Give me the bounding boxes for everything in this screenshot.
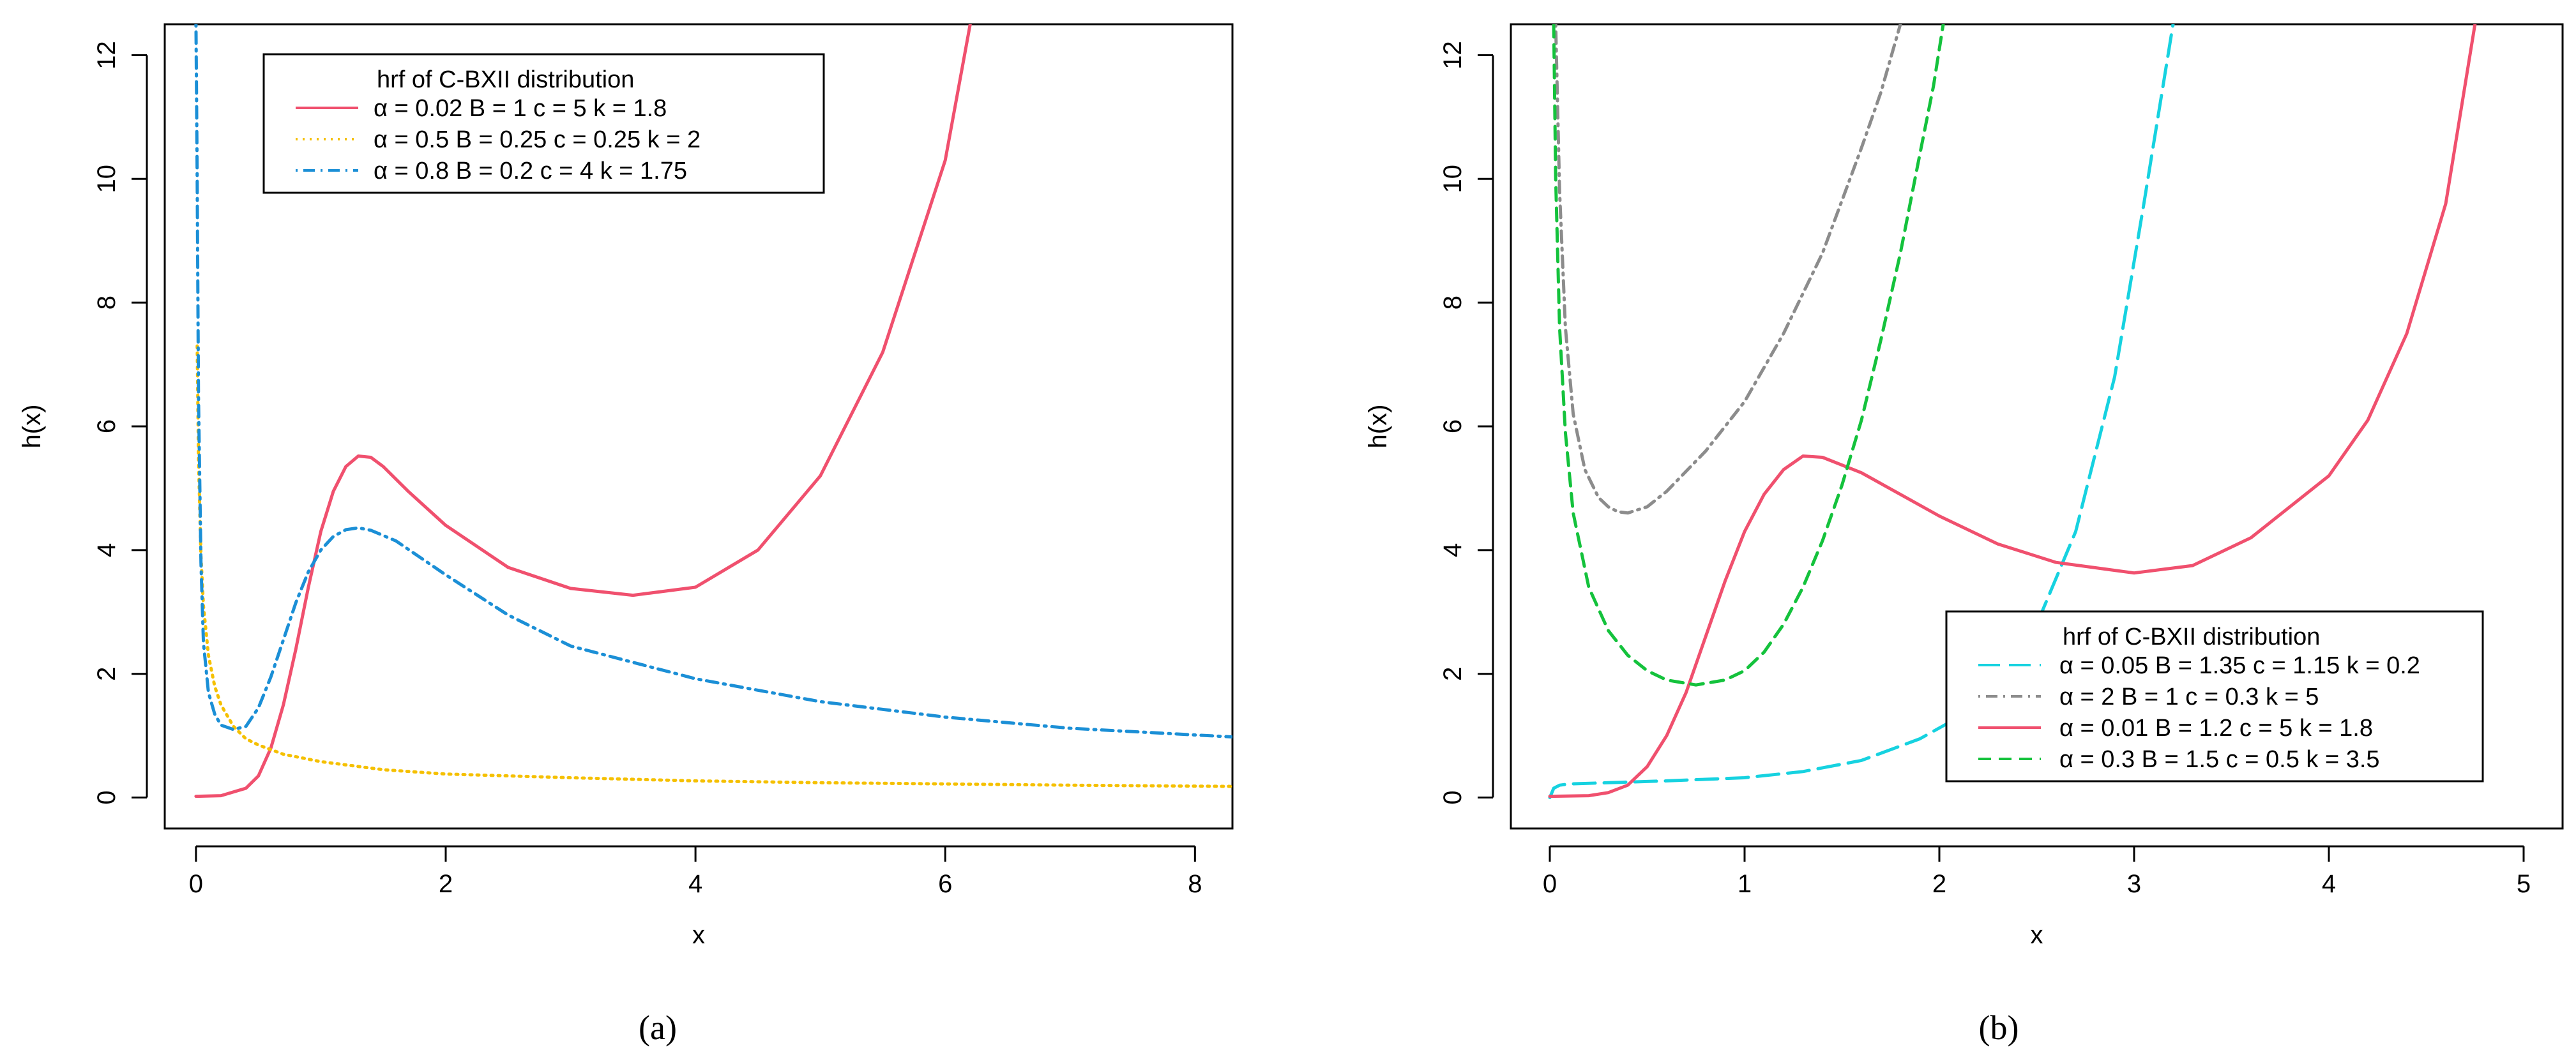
x-tick-label: 4 <box>688 870 702 898</box>
legend-entry-2: α = 0.5 B = 0.25 c = 0.25 k = 2 <box>374 126 701 153</box>
y-tick-label: 6 <box>93 419 121 433</box>
series-group <box>1548 24 2477 799</box>
x-tick-label: 3 <box>2127 870 2141 898</box>
y-tick-label: 12 <box>93 41 121 70</box>
chart-panel-a: 0 2 4 6 8 0 2 4 6 8 10 12 x h(x) hrf of C-BXII distrib… <box>18 23 1234 1047</box>
y-axis-label: h(x) <box>1364 405 1392 449</box>
series-line-4 <box>1552 24 1945 687</box>
series-line-3 <box>1548 24 2477 798</box>
series-group <box>194 24 1232 798</box>
x-tick-label: 0 <box>189 870 203 898</box>
legend-entry-3: α = 0.01 B = 1.2 c = 5 k = 1.8 <box>2059 715 2373 742</box>
y-tick-label: 0 <box>1439 790 1467 804</box>
plot-frame <box>1510 23 2564 830</box>
x-tick-label: 4 <box>2322 870 2336 898</box>
series-line-1 <box>1548 24 2175 799</box>
x-tick-label: 6 <box>938 870 952 898</box>
y-tick-label: 10 <box>93 165 121 193</box>
series-line-2 <box>1554 24 1902 515</box>
y-tick-label: 8 <box>1439 296 1467 310</box>
x-tick-label: 8 <box>1188 870 1202 898</box>
y-tick-label: 8 <box>93 296 121 310</box>
x-axis-label: x <box>2031 921 2043 949</box>
legend-title: hrf of C-BXII distribution <box>377 66 634 93</box>
series-line-2 <box>195 344 1232 788</box>
legend-title: hrf of C-BXII distribution <box>2063 624 2320 650</box>
y-tick-label: 12 <box>1439 41 1467 70</box>
x-tick-label: 0 <box>1543 870 1557 898</box>
x-tick-label: 2 <box>439 870 453 898</box>
legend-entry-4: α = 0.3 B = 1.5 c = 0.5 k = 3.5 <box>2059 746 2380 773</box>
legend-entry-1: α = 0.05 B = 1.35 c = 1.15 k = 0.2 <box>2059 652 2420 679</box>
legend-box <box>1945 610 2484 783</box>
y-tick-label: 4 <box>93 543 121 557</box>
y-tick-label: 4 <box>1439 543 1467 557</box>
plot-frame <box>163 23 1234 830</box>
x-tick-label: 5 <box>2517 870 2531 898</box>
x-tick-label: 2 <box>1932 870 1946 898</box>
y-tick-label: 10 <box>1439 165 1467 193</box>
panel-caption: (a) <box>639 1008 677 1047</box>
panel-caption: (b) <box>1979 1008 2019 1047</box>
legend-entry-3: α = 0.8 B = 0.2 c = 4 k = 1.75 <box>374 158 687 184</box>
x-tick-label: 1 <box>1738 870 1752 898</box>
legend-entry-2: α = 2 B = 1 c = 0.3 k = 5 <box>2059 684 2319 710</box>
x-axis-label: x <box>692 921 705 949</box>
y-tick-label: 6 <box>1439 419 1467 433</box>
y-tick-label: 2 <box>93 667 121 681</box>
legend-entry-1: α = 0.02 B = 1 c = 5 k = 1.8 <box>374 95 667 122</box>
y-tick-label: 2 <box>1439 667 1467 681</box>
y-axis-label: h(x) <box>18 405 46 449</box>
series-line-3 <box>194 24 1232 739</box>
y-tick-label: 0 <box>93 790 121 804</box>
